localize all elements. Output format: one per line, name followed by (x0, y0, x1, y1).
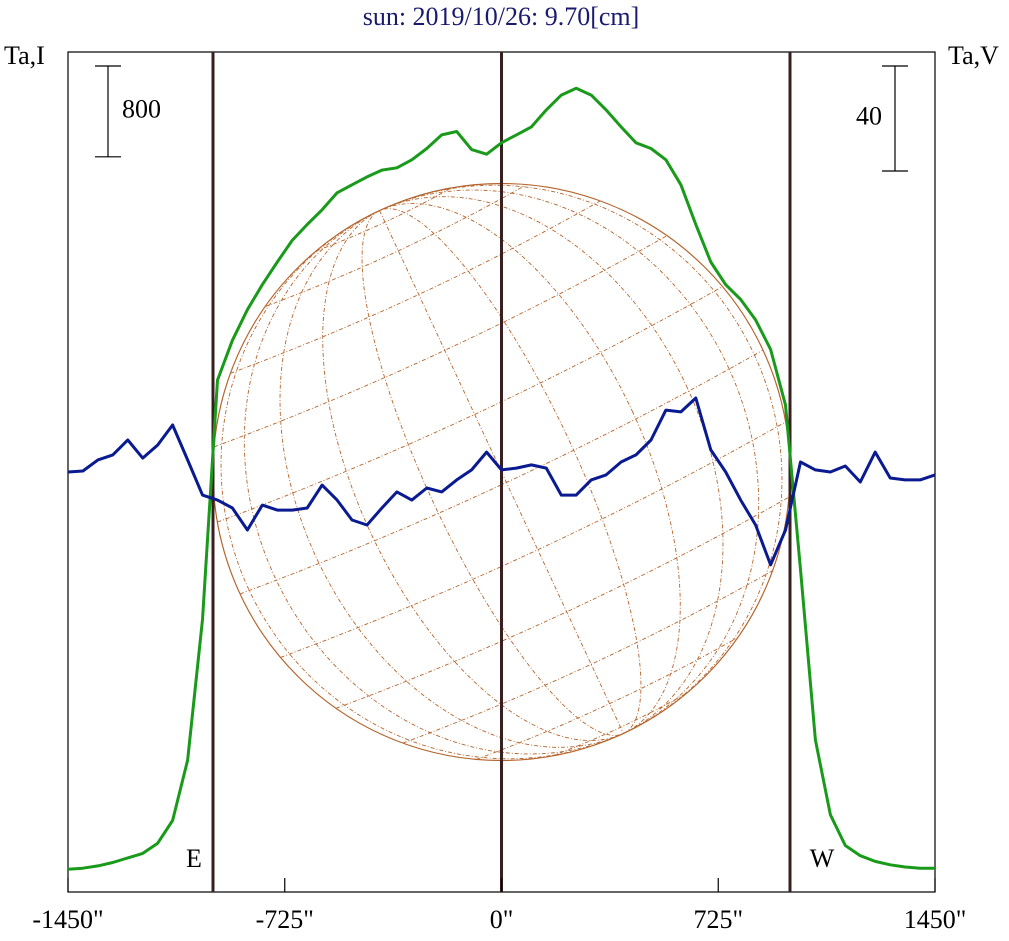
x-tick-label: 0" (490, 905, 514, 934)
chart-title: sun: 2019/10/26: 9.70[cm] (363, 2, 640, 31)
east-label: E (186, 844, 202, 873)
meridian (361, 208, 642, 736)
parallel (265, 184, 527, 307)
parallel (239, 349, 764, 595)
x-tick-label: -725" (256, 905, 314, 934)
parallel (476, 637, 739, 760)
parallel (217, 286, 723, 523)
series-line (67, 396, 936, 567)
left-axis-label: Ta,I (4, 41, 45, 70)
parallel (315, 187, 452, 252)
x-tick-label: 725" (693, 905, 743, 934)
right-axis-label: Ta,V (948, 41, 999, 70)
west-label: W (810, 844, 835, 873)
series-line (67, 86, 935, 871)
parallel (402, 570, 773, 744)
scale-bar-label: 800 (122, 94, 161, 123)
scale-bar-label: 40 (856, 101, 882, 130)
x-tick-label: -1450" (32, 905, 103, 934)
x-tick-label: 1450" (904, 905, 967, 934)
parallel (551, 692, 688, 757)
parallel (230, 200, 601, 374)
